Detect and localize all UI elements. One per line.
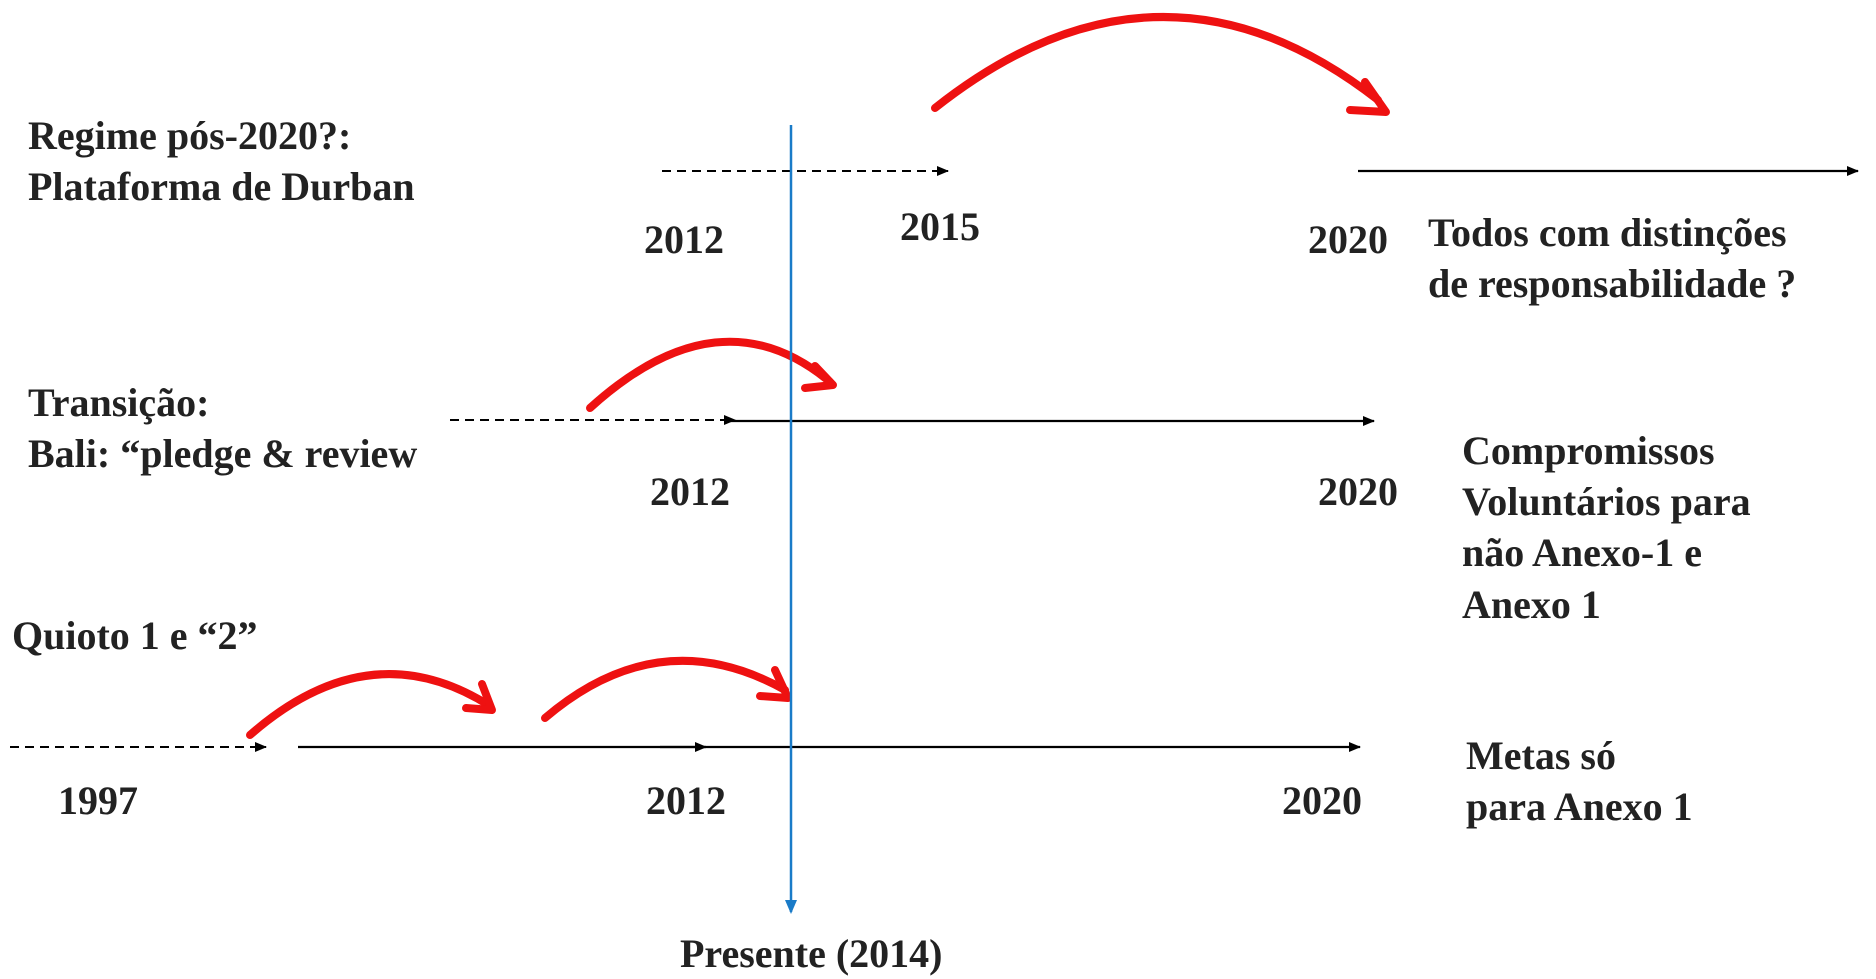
kyoto-title-line: Quioto 1 e “2” bbox=[12, 613, 258, 658]
post2020-title: Regime pós-2020?: Plataforma de Durban bbox=[28, 110, 415, 212]
transition-year-label: 2012 bbox=[650, 469, 730, 514]
kyoto-year-label: 1997 bbox=[58, 778, 138, 823]
kyoto-outcome-line: para Anexo 1 bbox=[1466, 784, 1693, 830]
post2020-year-label: 2012 bbox=[644, 217, 724, 262]
transition-arrowhead bbox=[801, 362, 837, 392]
transition-outcome: Compromissos Voluntários para não Anexo-… bbox=[1462, 425, 1751, 630]
transition-outcome-line: Compromissos bbox=[1462, 428, 1715, 473]
transition-outcome-line: Anexo 1 bbox=[1462, 581, 1601, 627]
transition-title: Transição: Bali: “pledge & review bbox=[28, 377, 417, 479]
post2020-year-label: 2020 bbox=[1308, 217, 1388, 262]
transition-title-line: Transição: bbox=[28, 380, 210, 425]
kyoto-year-label: 2020 bbox=[1282, 778, 1362, 823]
post2020-outcome-line: de responsabilidade ? bbox=[1428, 261, 1797, 307]
kyoto-first-arrowhead bbox=[462, 680, 496, 714]
post2020-year-label: 2015 bbox=[900, 204, 980, 249]
post2020-outcome: Todos com distinções de responsabilidade… bbox=[1428, 207, 1796, 309]
post2020-transition-arrowhead bbox=[1346, 78, 1390, 116]
post2020-transition-arc bbox=[931, 12, 1382, 112]
kyoto-title: Quioto 1 e “2” bbox=[12, 610, 258, 661]
transition-arc bbox=[586, 337, 834, 412]
post2020-title-line: Plataforma de Durban bbox=[28, 164, 415, 210]
post2020-outcome-line: Todos com distinções bbox=[1428, 210, 1787, 255]
transition-title-line: Bali: “pledge & review bbox=[28, 431, 418, 477]
transition-year-label: 2020 bbox=[1318, 469, 1398, 514]
transition-outcome-line: Voluntários para bbox=[1462, 479, 1751, 525]
post2020-title-line: Regime pós-2020?: bbox=[28, 113, 352, 158]
kyoto-second-arrowhead bbox=[756, 666, 792, 702]
kyoto-year-label: 2012 bbox=[646, 778, 726, 823]
present-label: Presente (2014) bbox=[680, 931, 943, 976]
transition-outcome-line: não Anexo-1 e bbox=[1462, 530, 1702, 576]
kyoto-first-arc bbox=[246, 670, 494, 739]
kyoto-second-arc bbox=[541, 656, 789, 722]
kyoto-outcome: Metas só para Anexo 1 bbox=[1466, 730, 1693, 832]
kyoto-outcome-line: Metas só bbox=[1466, 733, 1616, 778]
